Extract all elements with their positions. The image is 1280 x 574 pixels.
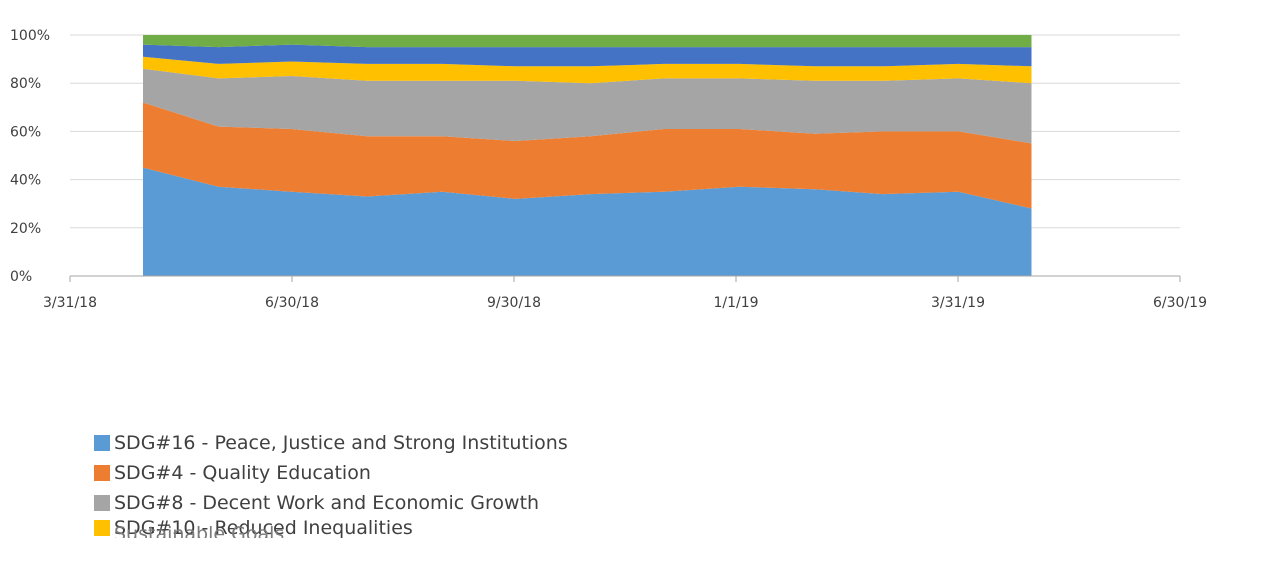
y-tick-label: 100% (10, 28, 50, 44)
area-series-3 (143, 56, 1032, 84)
area-series-4 (143, 44, 1032, 67)
x-tick-label: 6/30/18 (265, 295, 319, 311)
area-series-5 (143, 35, 1032, 48)
y-tick-label: 0% (10, 269, 32, 285)
legend-label-sdg10: SDG#10 - Reduced Inequalities (114, 518, 413, 538)
x-tick-label: 3/31/18 (43, 295, 97, 311)
legend-swatch-sdg8 (94, 495, 110, 511)
legend-label-sdg16: SDG#16 - Peace, Justice and Strong Insti… (114, 432, 568, 454)
y-tick-label: 60% (10, 124, 41, 140)
legend-swatch-sdg4 (94, 465, 110, 481)
legend: SDG#16 - Peace, Justice and Strong Insti… (94, 428, 694, 538)
legend-swatch-sdg16 (94, 435, 110, 451)
y-tick-label: 80% (10, 76, 41, 92)
area-series-2 (143, 68, 1032, 144)
y-tick-label: 40% (10, 173, 41, 189)
legend-swatch-sdg10 (94, 520, 110, 536)
x-tick-label: 6/30/19 (1153, 295, 1207, 311)
area-series-0 (143, 167, 1032, 276)
legend-item-sdg10: SDG#10 - Reduced Inequalities Sustainabl… (94, 518, 694, 538)
legend-label-sdg8: SDG#8 - Decent Work and Economic Growth (114, 492, 540, 514)
y-tick-label: 20% (10, 221, 41, 237)
legend-item-sdg8: SDG#8 - Decent Work and Economic Growth (94, 488, 694, 518)
x-tick-label: 3/31/19 (931, 295, 985, 311)
legend-item-sdg4: SDG#4 - Quality Education (94, 458, 694, 488)
legend-overlap-text: Sustainable Goals (114, 523, 285, 538)
x-tick-label: 9/30/18 (487, 295, 541, 311)
legend-label-sdg4: SDG#4 - Quality Education (114, 462, 371, 484)
x-tick-label: 1/1/19 (713, 295, 758, 311)
legend-item-sdg16: SDG#16 - Peace, Justice and Strong Insti… (94, 428, 694, 458)
area-series-1 (143, 102, 1032, 209)
